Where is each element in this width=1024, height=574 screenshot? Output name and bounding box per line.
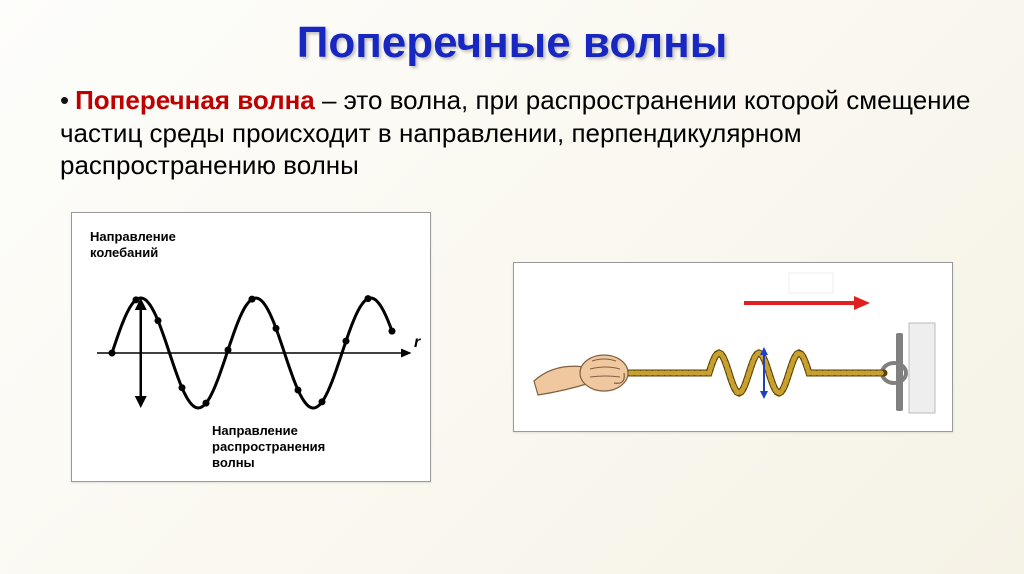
svg-text:волны: волны xyxy=(212,455,255,470)
svg-text:колебаний: колебаний xyxy=(90,245,158,260)
figure-oscillation-direction: rНаправлениеколебанийНаправлениераспрост… xyxy=(71,212,431,482)
svg-text:Направление: Направление xyxy=(90,229,176,244)
slide-title: Поперечные волны xyxy=(0,0,1024,68)
figures-row: rНаправлениеколебанийНаправлениераспрост… xyxy=(0,182,1024,482)
definition-paragraph: •Поперечная волна – это волна, при распр… xyxy=(0,68,1024,182)
svg-text:Направление: Направление xyxy=(212,423,298,438)
svg-text:распространения: распространения xyxy=(212,439,325,454)
wave-direction-svg: rНаправлениеколебанийНаправлениераспрост… xyxy=(72,213,432,483)
definition-term: Поперечная волна xyxy=(75,85,315,115)
rope-wave-svg xyxy=(514,263,954,433)
figure-rope-wave xyxy=(513,262,953,432)
title-text: Поперечные волны xyxy=(297,18,728,67)
bullet-icon: • xyxy=(60,85,69,115)
svg-text:r: r xyxy=(414,334,421,351)
